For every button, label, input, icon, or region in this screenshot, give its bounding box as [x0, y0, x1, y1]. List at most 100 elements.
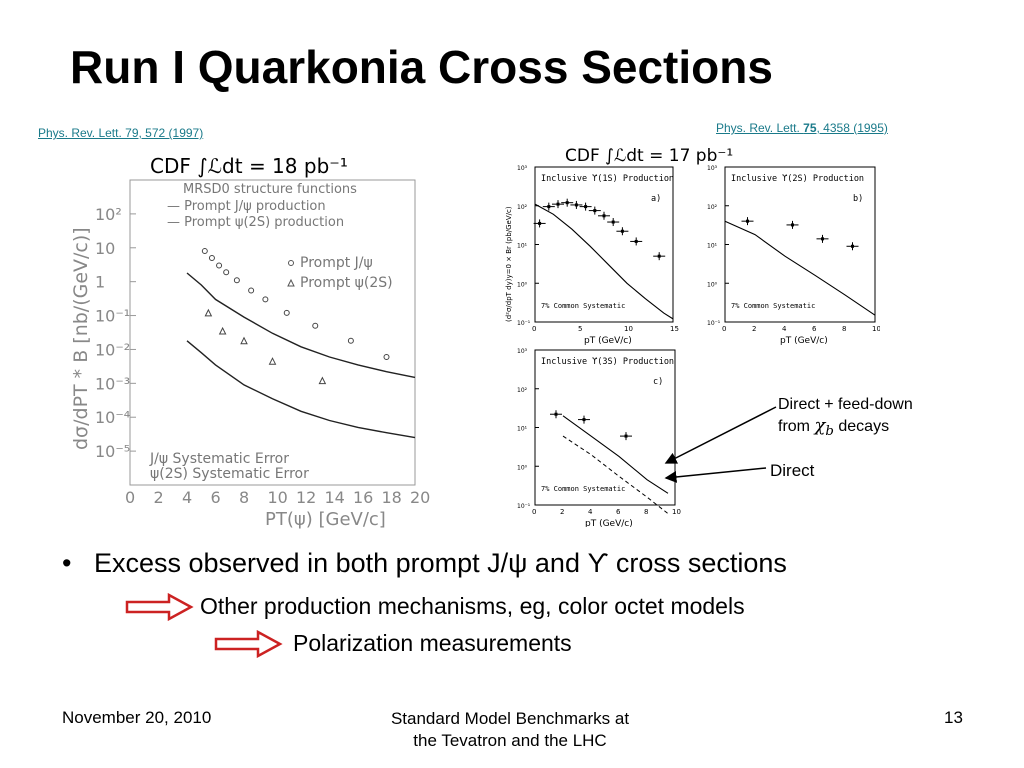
panel-ytick-label: 10⁻¹ — [517, 320, 531, 327]
left-sys-legend-0: J/ψ Systematic Error — [149, 451, 289, 467]
panel-ytick-label: 10³ — [517, 348, 528, 355]
left-psi2s-point — [218, 326, 227, 335]
left-xtick-label: 8 — [239, 488, 249, 507]
panel-theory-curve — [724, 220, 876, 316]
left-xtick-label: 12 — [296, 488, 316, 507]
panel-note: 7% Common Systematic — [541, 485, 625, 493]
panel-theory-curve — [534, 203, 674, 320]
panel-point — [657, 254, 661, 258]
panel-xtick-label: 0 — [532, 508, 536, 516]
upsilon-panels: CDF ∫ℒdt = 17 pb⁻¹ Inclusive ϒ(1S) Produ… — [505, 146, 880, 527]
panel-xtick-label: 4 — [782, 325, 787, 333]
panel-point — [556, 202, 560, 206]
left-ytick-label: 1 — [95, 273, 105, 292]
left-ytick-label: 10⁻² — [95, 340, 130, 359]
panel-ytick-label: 10² — [517, 387, 528, 394]
panel-xtick-label: 10 — [624, 325, 633, 333]
bullet-main: • Excess observed in both prompt J/ψ and… — [62, 548, 787, 578]
panel-xtick-label: 10 — [672, 508, 681, 516]
panel-ytick-label: 10¹ — [517, 243, 528, 250]
left-jpsi-point — [262, 296, 269, 303]
footer-center-line2: the Tevatron and the LHC — [413, 731, 607, 750]
left-jpsi-point — [248, 287, 255, 294]
left-jpsi-point — [347, 337, 354, 344]
reference-left[interactable]: Phys. Rev. Lett. 79, 572 (1997) — [38, 126, 204, 140]
panel-ytick-label: 10⁰ — [517, 464, 528, 471]
left-plot-series — [186, 248, 416, 439]
panel-point — [634, 239, 638, 243]
panel-xtick-label: 8 — [842, 325, 846, 333]
panel-xtick-label: 10 — [872, 325, 880, 333]
annotation-direct: Direct — [770, 461, 815, 480]
left-ytick-label: 10⁻⁵ — [95, 442, 130, 461]
panel-point — [554, 412, 558, 416]
panel-xtick-label: 8 — [644, 508, 648, 516]
annotation-decays: decays — [833, 418, 890, 435]
panel-point — [565, 201, 569, 205]
left-jpsi-point — [201, 248, 208, 255]
arrow-direct — [664, 467, 767, 483]
panel-direct-curve — [562, 435, 669, 514]
left-ytick-label: 10⁻³ — [95, 374, 130, 393]
left-jpsi-point — [233, 277, 240, 284]
left-xtick-label: 14 — [325, 488, 345, 507]
left-legend-0: MRSD0 structure functions — [183, 182, 357, 197]
panel-title: Inclusive ϒ(2S) Production — [731, 174, 864, 184]
left-xtick-label: 10 — [268, 488, 288, 507]
ref-right-volume: 75 — [803, 121, 817, 135]
left-xtick-label: 16 — [353, 488, 373, 507]
sub-bullet-2: Polarization measurements — [293, 630, 572, 656]
chi-symbol: χ — [814, 415, 826, 436]
panel-point — [851, 244, 854, 248]
reference-right[interactable]: Phys. Rev. Lett. 75, 4358 (1995) — [716, 121, 888, 135]
panel-ytick-label: 10³ — [517, 165, 528, 172]
panel-letter: a) — [651, 194, 661, 204]
left-marker-legend-1: Prompt ψ(2S) — [300, 275, 393, 291]
left-plot-ylabel: dσ/dPT * B [nb/(GeV/c)] — [70, 227, 92, 450]
left-psi2s-point — [240, 336, 248, 345]
panel-xtick-label: 2 — [752, 325, 756, 333]
left-jpsi-point — [223, 269, 230, 276]
panel-letter: c) — [653, 377, 663, 387]
panel-upsilon-3s: Inclusive ϒ(3S) Production c) 7% Common Sy… — [517, 348, 681, 527]
left-xtick-label: 20 — [410, 488, 430, 507]
left-sys-legend-1: ψ(2S) Systematic Error — [150, 466, 309, 482]
panel-letter: b) — [853, 194, 863, 204]
ref-right-suffix: , 4358 (1995) — [816, 121, 888, 135]
panel-xtick-label: 0 — [532, 325, 536, 333]
panel-ytick-label: 10² — [517, 204, 528, 211]
left-jpsi-point — [208, 254, 215, 261]
panel-ytick-label: 10² — [707, 204, 718, 211]
panel-point — [611, 220, 615, 224]
panel-frame — [534, 166, 674, 323]
panel-upsilon-2s: Inclusive ϒ(2S) Production b) 7% Common Sy… — [707, 165, 880, 346]
left-ytick-label: 10² — [95, 205, 122, 224]
panel-ytick-label: 10⁰ — [517, 281, 528, 288]
panel-xtick-label: 2 — [560, 508, 564, 516]
panel-upsilon-1s: Inclusive ϒ(1S) Production a) 7% Common Sy… — [505, 165, 679, 346]
ref-right-prefix: Phys. Rev. Lett. — [716, 121, 804, 135]
panel-xtick-label: 6 — [616, 508, 621, 516]
left-legend-2: — Prompt ψ(2S) production — [167, 215, 344, 230]
annotation-line1: Direct + feed-down — [778, 396, 913, 413]
left-ytick-label: 10⁻⁴ — [95, 408, 130, 427]
panel-point — [746, 219, 749, 223]
footer-center: Standard Model Benchmarks at the Tevatro… — [340, 708, 680, 752]
red-arrow-2-icon — [214, 630, 283, 658]
panel-ytick-label: 10⁻¹ — [517, 503, 531, 510]
panel-frame — [724, 166, 876, 323]
panel-ytick-label: 10³ — [707, 165, 718, 172]
left-ytick-label: 10 — [95, 239, 115, 258]
panel-theory-curve — [562, 415, 669, 494]
left-plot-header: CDF ∫ℒdt = 18 pb⁻¹ — [150, 154, 348, 178]
panel-ylabel: (d²σ/dpT dy)y=0 × Br (pb/GeV/c) — [505, 206, 513, 322]
footer-page-number: 13 — [944, 708, 963, 727]
panel-point — [821, 237, 824, 241]
right-plot-header: CDF ∫ℒdt = 17 pb⁻¹ — [565, 146, 733, 166]
left-jpsi-point — [312, 322, 319, 329]
legend-triangle-marker — [287, 278, 295, 287]
left-psi2s-point — [318, 376, 327, 385]
sub-bullet-1: Other production mechanisms, eg, color o… — [200, 593, 745, 619]
annotation-feed-down: Direct + feed-down from χb decays — [778, 394, 913, 442]
panel-point — [538, 221, 542, 225]
